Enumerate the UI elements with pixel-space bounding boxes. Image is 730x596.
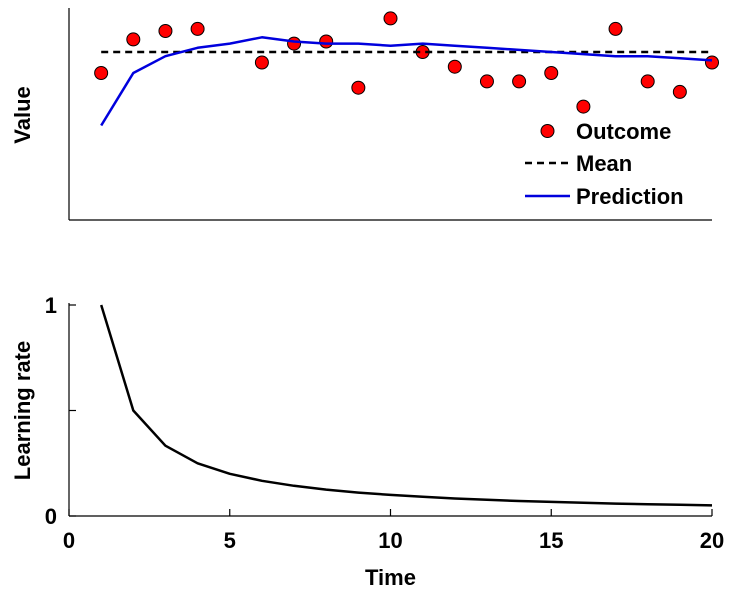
data-point-outcome xyxy=(383,11,398,26)
series-line-prediction xyxy=(100,36,713,127)
series-line-learning_rate xyxy=(100,304,713,507)
x-tick-label: 20 xyxy=(700,528,724,553)
top-y-axis-title: Value xyxy=(10,86,35,143)
x-tick-label: 5 xyxy=(224,528,236,553)
bottom-panel: 0 5 10 15 20 0 1 Learning rate Time xyxy=(10,293,724,590)
data-point-outcome xyxy=(254,55,269,70)
top-panel: Value Outcome Mean Prediction xyxy=(10,8,719,221)
data-point-outcome xyxy=(447,59,462,74)
data-point-outcome xyxy=(512,74,527,89)
legend: Outcome Mean Prediction xyxy=(525,119,684,209)
data-point-outcome xyxy=(351,80,366,95)
y-tick-label: 1 xyxy=(45,293,57,318)
data-point-outcome xyxy=(672,84,687,99)
data-point-outcome xyxy=(544,66,559,80)
data-point-outcome xyxy=(319,34,334,49)
data-point-outcome xyxy=(158,24,173,38)
x-tick-label: 15 xyxy=(539,528,563,553)
data-point-outcome xyxy=(287,36,302,51)
legend-marker-outcome xyxy=(540,124,555,138)
legend-label-mean: Mean xyxy=(576,151,632,176)
bottom-y-axis-title: Learning rate xyxy=(10,341,35,480)
legend-label-prediction: Prediction xyxy=(576,184,684,209)
data-point-outcome xyxy=(640,74,655,89)
data-point-outcome xyxy=(705,55,719,70)
data-point-outcome xyxy=(608,21,623,36)
x-tick-label: 0 xyxy=(63,528,75,553)
data-point-outcome xyxy=(126,32,141,47)
data-point-outcome xyxy=(94,66,109,80)
legend-label-outcome: Outcome xyxy=(576,119,671,144)
x-tick-label: 10 xyxy=(378,528,402,553)
data-point-outcome xyxy=(190,21,205,36)
data-point-outcome xyxy=(479,74,494,89)
y-tick-label: 0 xyxy=(45,504,57,529)
bottom-x-axis-title: Time xyxy=(365,565,416,590)
data-point-outcome xyxy=(576,99,591,114)
